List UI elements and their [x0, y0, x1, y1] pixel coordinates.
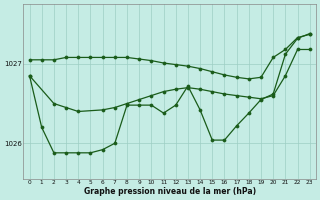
X-axis label: Graphe pression niveau de la mer (hPa): Graphe pression niveau de la mer (hPa)	[84, 187, 256, 196]
